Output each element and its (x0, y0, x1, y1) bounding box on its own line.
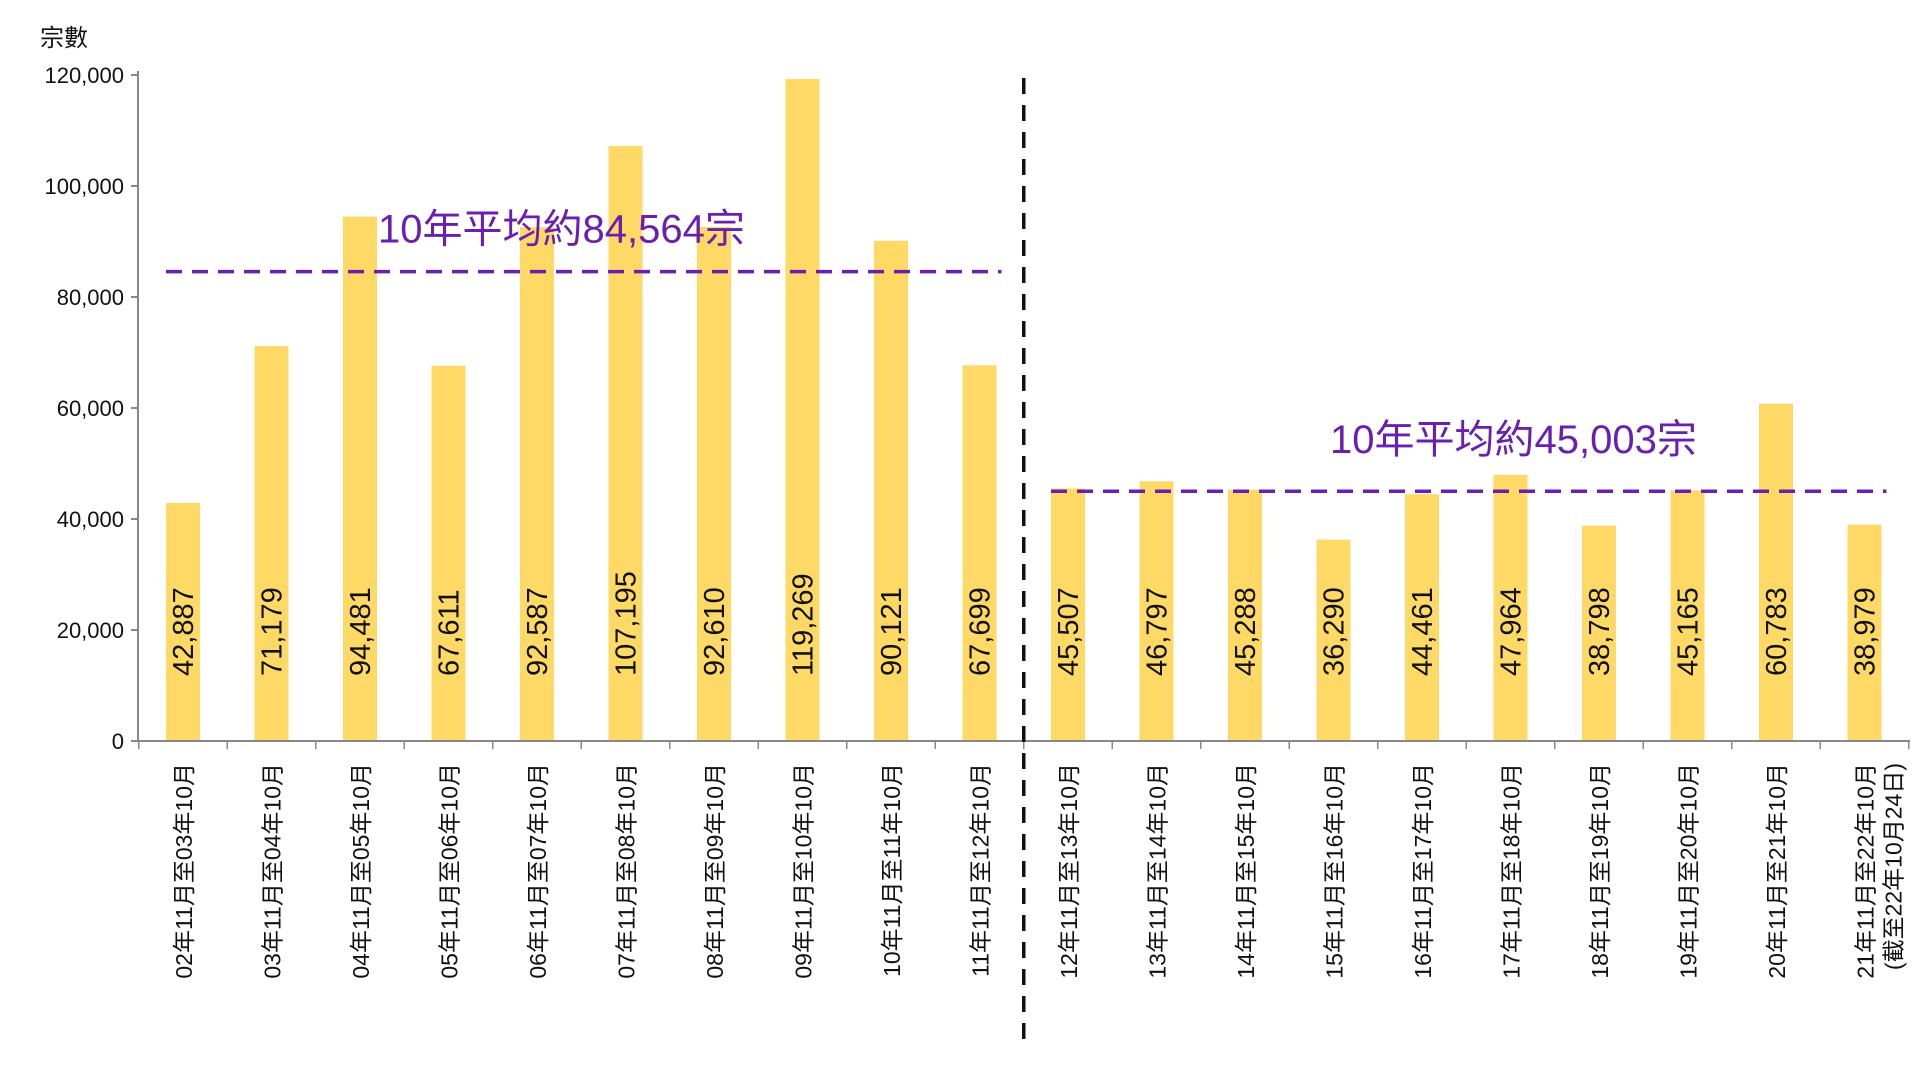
bar-value-label: 60,783 (1761, 587, 1793, 676)
x-tick-label: 02年11月至03年10月 (171, 763, 197, 979)
bar-value-label: 46,797 (1142, 587, 1174, 676)
bar-value-label: 90,121 (876, 587, 908, 676)
bar (874, 240, 908, 742)
x-tick-label: 06年11月至07年10月 (525, 763, 551, 979)
x-tick-label: 16年11月至17年10月 (1410, 763, 1436, 979)
bar (1847, 524, 1882, 741)
bar-value-label: 45,165 (1673, 587, 1705, 676)
bar-value-label: 45,507 (1053, 587, 1085, 676)
bar-value-labels: 42,887 71,179 94,481 67,611 92,587 107,195 92,… (168, 571, 1882, 676)
bar-value-label: 38,798 (1584, 587, 1616, 676)
bar (697, 227, 731, 741)
axes (137, 71, 1910, 1040)
bar (1139, 481, 1174, 741)
x-tick-label: 07年11月至08年10月 (614, 763, 640, 979)
bar (608, 146, 643, 741)
bar-value-label: 71,179 (257, 587, 289, 676)
bar (166, 502, 200, 741)
y-tick-label: 0 (112, 729, 124, 754)
x-tick-label: 19年11月至20年10月 (1676, 763, 1702, 979)
bar-value-label: 47,964 (1496, 587, 1528, 676)
average-annotation: 10年平均約84,564宗 (378, 208, 745, 252)
average-lines: 10年平均約84,564宗 10年平均約45,003宗 (166, 208, 1887, 493)
x-tick-label: 17年11月至18年10月 (1499, 763, 1525, 979)
x-tick-label: 15年11月至16年10月 (1322, 763, 1348, 979)
bar (1582, 525, 1616, 741)
bars (166, 79, 1882, 742)
y-tick-label: 100,000 (44, 174, 124, 199)
x-tick-label: 03年11月至04年10月 (260, 763, 286, 979)
x-tick-label: 05年11月至06年10月 (437, 763, 463, 979)
bar-value-label: 45,288 (1230, 587, 1262, 676)
y-axis-ticks: 0 20,000 40,000 60,000 80,000 100,000 120,000 (44, 63, 138, 754)
x-tick-label: 14年11月至15年10月 (1233, 763, 1259, 979)
bar (1405, 494, 1439, 741)
y-axis-label: 宗數 (40, 25, 88, 52)
x-tick-label: 08年11月至09年10月 (702, 763, 728, 979)
y-tick-label: 40,000 (57, 507, 124, 532)
bar (1493, 474, 1528, 741)
x-tick-label-note: (截至22年10月24日) (1881, 763, 1907, 970)
y-tick-label: 120,000 (44, 63, 124, 88)
y-tick-label: 80,000 (57, 285, 124, 310)
x-axis-tick-labels: 02年11月至03年10月 03年11月至04年10月 04年11月至05年10月 0… (171, 763, 1907, 979)
bar (343, 216, 377, 742)
x-tick-label: 09年11月至10年10月 (791, 763, 817, 979)
bar-value-label: 67,611 (434, 589, 466, 676)
bar (785, 79, 820, 741)
x-tick-label: 04年11月至05年10月 (348, 763, 374, 979)
x-tick-label: 20年11月至21年10月 (1764, 763, 1790, 979)
bar (254, 345, 289, 741)
bar (1759, 403, 1793, 741)
bar (1228, 489, 1262, 741)
bar-value-label: 36,290 (1319, 587, 1351, 676)
bar-value-label: 94,481 (345, 587, 377, 676)
bar (1051, 488, 1085, 741)
x-tick-label: 12年11月至13年10月 (1056, 763, 1082, 979)
bar-value-label: 92,610 (699, 587, 731, 676)
y-tick-label: 60,000 (57, 396, 124, 421)
bar (431, 365, 466, 741)
bar-value-label: 67,699 (965, 587, 997, 676)
x-tick-label: 11年11月至12年10月 (968, 763, 994, 977)
bar-value-label: 92,587 (522, 587, 554, 676)
bar-value-label: 119,269 (788, 573, 820, 676)
bar (520, 227, 554, 741)
x-tick-label: 13年11月至14年10月 (1145, 763, 1171, 979)
bar-value-label: 42,887 (168, 587, 200, 676)
x-tick-label: 21年11月至22年10月 (1853, 763, 1879, 979)
average-annotation: 10年平均約45,003宗 (1330, 418, 1697, 462)
bar (1670, 490, 1705, 741)
bar-value-label: 107,195 (611, 571, 643, 676)
bar (962, 365, 997, 741)
x-tick-label: 18年11月至19年10月 (1587, 763, 1613, 979)
bar-value-label: 38,979 (1850, 587, 1882, 676)
y-tick-label: 20,000 (57, 618, 124, 643)
bar (1316, 539, 1351, 741)
bar-value-label: 44,461 (1407, 587, 1439, 676)
x-tick-label: 10年11月至11年10月 (879, 763, 905, 977)
